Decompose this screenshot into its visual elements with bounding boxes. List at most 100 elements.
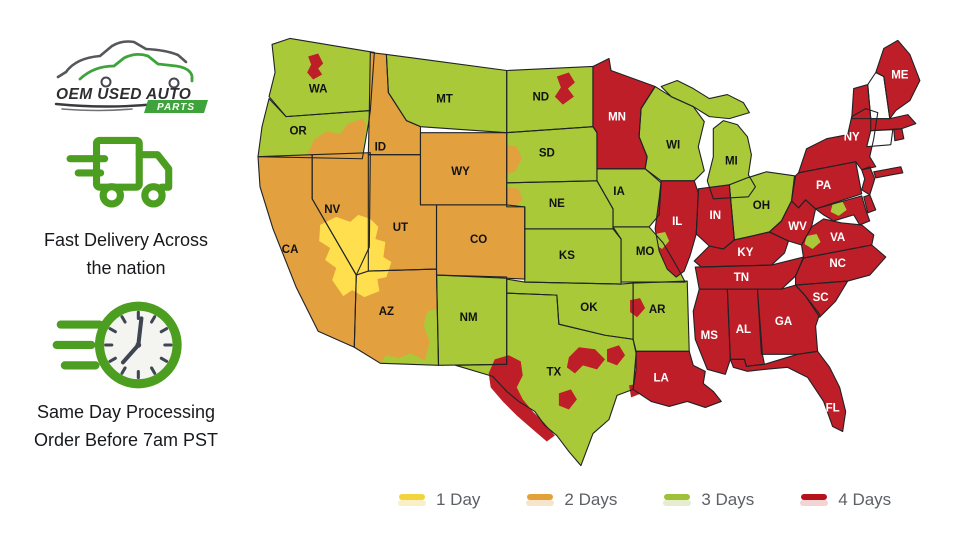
map-patch (804, 233, 821, 249)
state-label-OK: OK (580, 302, 598, 314)
brand-badge-label: PARTS (157, 102, 195, 113)
state-ME (875, 40, 920, 119)
same-day-line-2: Order Before 7am PST (33, 430, 219, 450)
state-label-VA: VA (830, 232, 846, 244)
state-label-IN: IN (710, 210, 722, 222)
state-labels-layer: WA OR CA NV ID MT WY UT CO AZ NM ND SD NE KS OK TX MN IA MO… (282, 70, 909, 415)
state-MS (693, 289, 731, 375)
state-label-NE: NE (549, 198, 565, 210)
state-border (311, 152, 371, 276)
state-VA (801, 218, 874, 259)
car-outlines-icon (56, 40, 194, 89)
legend-label: 3 Days (701, 490, 755, 509)
state-CA (258, 154, 357, 348)
state-NH (867, 72, 890, 119)
legend-item: 2 Days (526, 490, 617, 510)
brand-parts-badge: PARTS (144, 100, 208, 113)
state-WV (769, 199, 816, 245)
state-label-MN: MN (608, 112, 626, 124)
state-label-AR: AR (649, 304, 666, 316)
state-OH (729, 171, 795, 240)
us-delivery-time-map: WA OR CA NV ID MT WY UT CO AZ NM ND SD NE KS OK TX MN IA MO… (257, 37, 921, 467)
state-SD (506, 126, 597, 183)
state-border (893, 128, 905, 142)
state-label-NC: NC (829, 258, 846, 270)
map-patch (306, 118, 367, 158)
fast-delivery-text: Fast Delivery Across the nation (8, 226, 244, 282)
state-label-TX: TX (546, 366, 561, 378)
state-SC (795, 281, 848, 318)
map-patch (558, 389, 577, 410)
state-label-NY: NY (844, 132, 860, 144)
legend-swatch (526, 493, 555, 507)
fast-delivery-line-2: the nation (86, 258, 166, 278)
legend-item: 1 Day (398, 490, 480, 510)
state-label-PA: PA (816, 180, 832, 192)
brand-logo: OEM USED AUTO PARTS (54, 40, 208, 113)
state-label-LA: LA (653, 372, 669, 384)
legend-swatch (663, 493, 692, 507)
state-label-ND: ND (532, 92, 549, 104)
state-AL (727, 289, 765, 367)
state-label-NV: NV (324, 204, 340, 216)
state-border (815, 195, 871, 226)
state-label-NM: NM (460, 312, 478, 324)
state-label-KS: KS (559, 250, 575, 262)
state-border (706, 120, 756, 200)
legend-item: 3 Days (663, 490, 754, 510)
state-label-CO: CO (470, 234, 487, 246)
state-border (863, 194, 877, 214)
state-KS (524, 228, 622, 285)
map-patch (380, 353, 439, 366)
state-border (756, 284, 821, 355)
state-label-MI: MI (725, 156, 738, 168)
state-label-OH: OH (753, 200, 770, 212)
state-PA (791, 161, 862, 209)
legend: 1 Day 2 Days 3 Days 4 Days (398, 490, 891, 510)
map-patch (307, 53, 324, 80)
state-label-AZ: AZ (379, 306, 394, 318)
state-label-SC: SC (813, 292, 829, 304)
state-label-GA: GA (775, 316, 793, 328)
map-patch (319, 214, 392, 298)
state-WA (269, 38, 375, 117)
state-border (729, 350, 847, 433)
state-NM (436, 275, 507, 366)
state-MI-upper (661, 80, 750, 119)
map-patch (506, 144, 522, 174)
state-border (654, 180, 699, 278)
state-label-FL: FL (826, 402, 840, 414)
state-GA (757, 285, 820, 355)
same-day-text: Same Day Processing Order Before 7am PST (8, 398, 244, 454)
state-label-MT: MT (436, 94, 453, 106)
map-patch (423, 309, 438, 365)
state-border (794, 244, 887, 286)
state-border (632, 350, 722, 409)
state-WY (420, 132, 507, 205)
brand-wordmark: OEM USED AUTO (56, 86, 191, 103)
state-border (612, 226, 686, 283)
legend-label: 2 Days (564, 490, 618, 509)
state-border (873, 166, 904, 179)
state-LA (633, 351, 722, 408)
state-border (385, 53, 508, 134)
state-ND (506, 66, 593, 133)
state-UT (368, 154, 437, 272)
state-label-WV: WV (788, 221, 807, 233)
legend-swatch (398, 493, 426, 507)
state-border (257, 98, 371, 160)
state-label-WA: WA (309, 84, 328, 96)
state-border (455, 292, 637, 467)
state-label-ID: ID (375, 142, 387, 154)
same-day-clock-icon (52, 301, 182, 389)
state-label-SD: SD (539, 148, 555, 160)
left-panel: OEM USED AUTO PARTS Fast Delivery Across… (0, 0, 252, 540)
state-NY-long-island (873, 166, 903, 178)
state-label-WI: WI (666, 140, 680, 152)
state-AZ (354, 269, 439, 366)
state-label-UT: UT (393, 222, 408, 234)
state-WI (639, 86, 705, 181)
state-KY (694, 231, 789, 268)
state-NC (795, 244, 886, 286)
